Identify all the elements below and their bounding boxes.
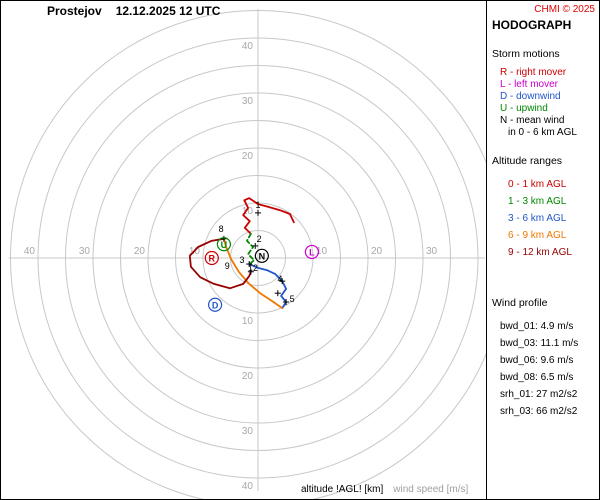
storm-motions-legend: R - right mover L - left mover D - downw… bbox=[492, 67, 595, 139]
speed-label-left: 40 bbox=[24, 246, 36, 257]
chart-title: Prostejov 12.12.2025 12 UTC bbox=[47, 4, 220, 18]
storm-motions-heading: Storm motions bbox=[492, 48, 560, 60]
trace-alt-1-3km bbox=[246, 232, 256, 266]
speed-label-bottom: 20 bbox=[242, 371, 254, 382]
legend-left-mover: L - left mover bbox=[500, 79, 558, 90]
legend-right-mover: R - right mover bbox=[500, 67, 567, 78]
alt-range-9-12: 9 - 12 km AGL bbox=[508, 247, 572, 258]
wind-profile-heading: Wind profile bbox=[492, 297, 548, 309]
trace-alt-0-1km bbox=[242, 197, 295, 235]
storm-marker-N: N bbox=[259, 251, 266, 261]
station-name: Prostejov bbox=[47, 4, 102, 18]
storm-marker-U: U bbox=[221, 240, 228, 250]
altitude-km-label: 9 bbox=[225, 261, 230, 271]
storm-marker-D: D bbox=[212, 300, 219, 310]
altitude-km-label: 2 bbox=[257, 234, 262, 244]
altitude-km-label: 4 bbox=[277, 274, 282, 284]
wind-profile-values: bwd_01: 4.9 m/s bwd_03: 11.1 m/s bwd_06:… bbox=[492, 318, 595, 420]
storm-marker-R: R bbox=[209, 254, 216, 264]
storm-marker-circle-N bbox=[254, 248, 269, 263]
speed-label-bottom: 30 bbox=[242, 426, 254, 437]
speed-label-left: 20 bbox=[134, 246, 146, 257]
altitude-ranges-legend: 0 - 1 km AGL 1 - 3 km AGL 3 - 6 km AGL 6… bbox=[492, 176, 595, 261]
speed-label-bottom: 40 bbox=[242, 481, 254, 492]
altitude-km-label: 1 bbox=[255, 200, 260, 210]
storm-marker-circle-R bbox=[204, 250, 219, 266]
alt-range-0-1: 0 - 1 km AGL bbox=[508, 179, 567, 190]
speed-label-right: 30 bbox=[426, 246, 438, 257]
wind-profile-srh03: srh_03: 66 m2/s2 bbox=[500, 406, 578, 417]
speed-label-top: 30 bbox=[242, 96, 254, 107]
panel-title: HODOGRAPH bbox=[492, 18, 572, 32]
legend-upwind: U - upwind bbox=[500, 103, 548, 114]
windspeed-units-label: wind speed [m/s] bbox=[393, 484, 469, 495]
storm-marker-circle-U bbox=[216, 237, 231, 252]
axis-footnotes: altitude !AGL! [km] wind speed [m/s] bbox=[301, 484, 468, 495]
trace-alt-6-9km bbox=[222, 237, 284, 310]
wind-profile-bwd06: bwd_06: 9.6 m/s bbox=[500, 355, 574, 366]
altitude-units-label: altitude !AGL! [km] bbox=[301, 484, 384, 495]
legend-mean-wind-range: in 0 - 6 km AGL bbox=[508, 127, 577, 138]
speed-label-right: 20 bbox=[371, 246, 383, 257]
copyright-text: CHMI © 2025 bbox=[534, 4, 595, 15]
sounding-datetime: 12.12.2025 12 UTC bbox=[115, 4, 221, 18]
altitude-km-label: 5 bbox=[290, 294, 295, 304]
alt-range-6-9: 6 - 9 km AGL bbox=[508, 230, 567, 241]
legend-mean-wind: N - mean wind bbox=[500, 115, 565, 126]
storm-marker-L: L bbox=[309, 247, 315, 257]
speed-label-left: 30 bbox=[79, 246, 91, 257]
altitude-km-label: 3 bbox=[240, 255, 245, 265]
legend-panel: CHMI © 2025 HODOGRAPH Storm motions R - … bbox=[486, 1, 599, 499]
wind-profile-bwd01: bwd_01: 4.9 m/s bbox=[500, 321, 574, 332]
wind-profile-bwd08: bwd_08: 6.5 m/s bbox=[500, 372, 574, 383]
altitude-ranges-heading: Altitude ranges bbox=[492, 155, 563, 167]
speed-label-right: 10 bbox=[316, 246, 328, 257]
speed-label-bottom: 10 bbox=[242, 316, 254, 327]
wind-profile-srh01: srh_01: 27 m2/s2 bbox=[500, 389, 578, 400]
wind-profile-bwd03: bwd_03: 11.1 m/s bbox=[500, 338, 579, 349]
alt-range-1-3: 1 - 3 km AGL bbox=[508, 196, 567, 207]
legend-downwind: D - downwind bbox=[500, 91, 561, 102]
speed-label-top: 40 bbox=[242, 41, 254, 52]
alt-range-3-6: 3 - 6 km AGL bbox=[508, 213, 567, 224]
speed-label-top: 10 bbox=[242, 206, 254, 217]
speed-label-top: 20 bbox=[242, 151, 254, 162]
hodograph-chart-area: 10 10 10 10 20 20 20 20 30 30 30 30 40 40 40 1 2 3 4 5 8 9 12 R… bbox=[1, 1, 487, 499]
altitude-km-label: 12 bbox=[248, 263, 258, 273]
storm-marker-circle-D bbox=[208, 297, 223, 312]
storm-marker-circle-L bbox=[304, 244, 319, 260]
altitude-km-label: 8 bbox=[219, 224, 224, 234]
trace-alt-9-12km bbox=[188, 237, 252, 290]
